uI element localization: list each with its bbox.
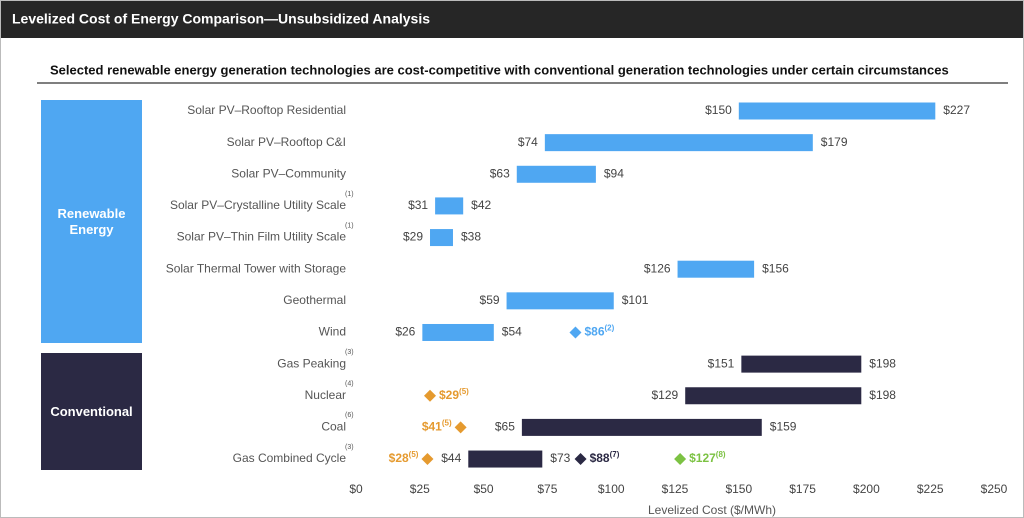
marker-note: (8) <box>716 450 726 459</box>
header-title: Levelized Cost of Energy Comparison—Unsu… <box>12 11 430 27</box>
range-bar <box>516 165 596 183</box>
high-label: $101 <box>622 293 649 307</box>
marker-value: $29 <box>439 388 459 402</box>
category-label: Solar PV–Rooftop Residential <box>187 103 346 117</box>
high-label: $198 <box>869 356 896 370</box>
low-label: $74 <box>518 135 538 149</box>
high-label: $73 <box>550 451 570 465</box>
high-label: $227 <box>943 103 970 117</box>
high-label: $159 <box>770 420 797 434</box>
category-label: Nuclear <box>305 388 346 402</box>
low-label: $59 <box>480 293 500 307</box>
low-label: $126 <box>644 261 671 275</box>
footnote-ref: (4) <box>345 381 354 388</box>
low-label: $29 <box>403 230 423 244</box>
marker-value: $88 <box>590 451 610 465</box>
marker <box>454 421 467 434</box>
low-label: $65 <box>495 420 515 434</box>
footnote-ref: (3) <box>345 349 354 356</box>
x-tick-label: $0 <box>349 482 363 496</box>
marker-note: (5) <box>442 419 452 428</box>
marker-label: $88(7) <box>590 450 620 465</box>
category-label: Geothermal <box>283 293 346 307</box>
category-label: Wind <box>319 325 346 339</box>
marker <box>421 453 434 466</box>
range-bar <box>544 134 813 152</box>
category-label: Solar Thermal Tower with Storage <box>166 261 347 275</box>
high-label: $179 <box>821 135 848 149</box>
low-label: $129 <box>652 388 679 402</box>
high-label: $156 <box>762 261 789 275</box>
group-label: Renewable Energy <box>41 100 142 344</box>
marker <box>574 453 587 466</box>
range-bar <box>521 418 762 436</box>
x-tick-label: $200 <box>853 482 880 496</box>
x-axis-label: Levelized Cost ($/MWh) <box>648 503 776 517</box>
range-bar <box>468 450 543 468</box>
footnote-ref: (1) <box>345 191 354 198</box>
marker <box>674 453 687 466</box>
low-label: $26 <box>395 325 415 339</box>
marker-value: $86 <box>584 325 604 339</box>
high-label: $54 <box>502 325 522 339</box>
marker-note: (5) <box>409 450 419 459</box>
x-tick-label: $150 <box>725 482 752 496</box>
x-tick-label: $125 <box>662 482 689 496</box>
range-bar <box>506 292 614 310</box>
range-bar <box>430 229 453 247</box>
marker-label: $127(8) <box>689 450 726 465</box>
x-tick-label: $225 <box>917 482 944 496</box>
range-bar <box>435 197 464 215</box>
footnote-ref: (1) <box>345 222 354 229</box>
marker <box>424 389 437 402</box>
range-bar <box>741 355 862 373</box>
x-tick-label: $175 <box>789 482 816 496</box>
range-bar <box>738 102 936 120</box>
marker-value: $28 <box>389 451 409 465</box>
range-bar <box>685 387 862 405</box>
marker-label: $86(2) <box>584 324 614 339</box>
low-label: $150 <box>705 103 732 117</box>
category-label: Gas Peaking <box>277 356 346 370</box>
high-label: $198 <box>869 388 896 402</box>
marker <box>569 326 582 339</box>
marker-value: $41 <box>422 420 442 434</box>
footnote-ref: (3) <box>345 444 354 451</box>
range-bar <box>422 323 494 341</box>
x-tick-label: $25 <box>410 482 430 496</box>
marker-label: $29(5) <box>439 387 469 402</box>
marker-note: (7) <box>610 450 620 459</box>
category-label: Solar PV–Community <box>231 166 346 180</box>
high-label: $38 <box>461 230 481 244</box>
group-label: Conventional <box>41 353 142 471</box>
category-label: Solar PV–Rooftop C&I <box>227 135 346 149</box>
marker-note: (5) <box>459 387 469 396</box>
high-label: $94 <box>604 166 624 180</box>
low-label: $44 <box>441 451 461 465</box>
x-tick-label: $250 <box>981 482 1008 496</box>
low-label: $63 <box>490 166 510 180</box>
marker-label: $41(5) <box>422 419 452 434</box>
high-label: $42 <box>471 198 491 212</box>
x-tick-label: $75 <box>537 482 557 496</box>
category-label: Gas Combined Cycle <box>233 451 347 465</box>
category-label: Coal <box>321 420 346 434</box>
category-label: Solar PV–Crystalline Utility Scale <box>170 198 346 212</box>
low-label: $151 <box>708 356 735 370</box>
low-label: $31 <box>408 198 428 212</box>
marker-note: (2) <box>605 324 615 333</box>
range-bar <box>677 260 755 278</box>
marker-label: $28(5) <box>389 450 419 465</box>
footnote-ref: (6) <box>345 412 354 419</box>
chart-title: Selected renewable energy generation tec… <box>50 62 949 77</box>
header-bar <box>0 0 1024 38</box>
x-tick-label: $50 <box>474 482 494 496</box>
x-tick-label: $100 <box>598 482 625 496</box>
marker-value: $127 <box>689 451 716 465</box>
category-label: Solar PV–Thin Film Utility Scale <box>177 230 347 244</box>
